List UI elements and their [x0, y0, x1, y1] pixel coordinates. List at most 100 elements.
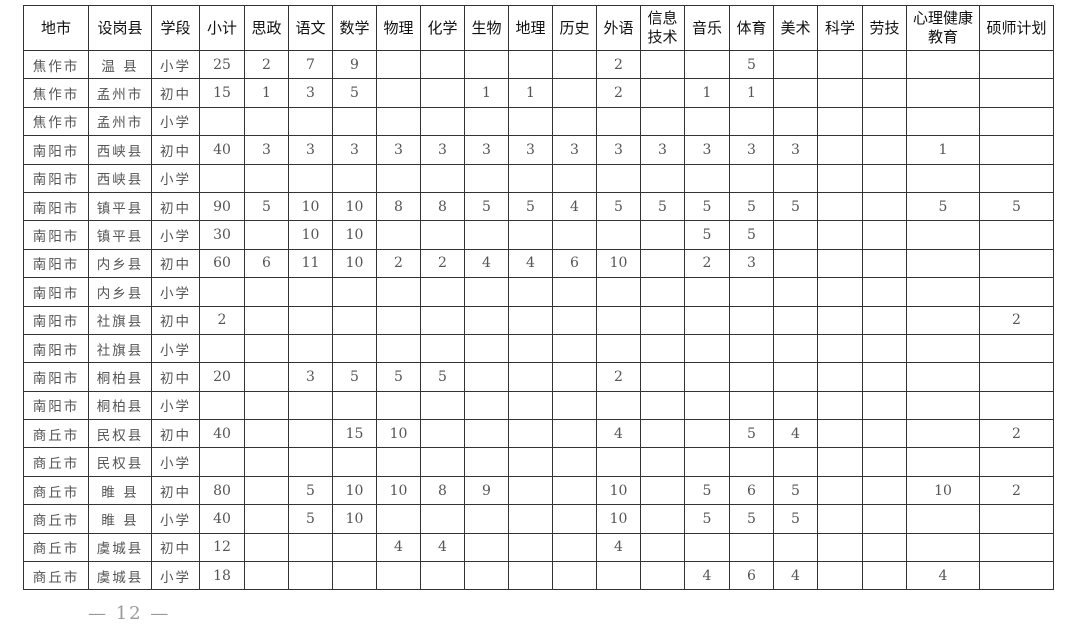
table-cell: 5 — [420, 362, 465, 392]
table-cell: 5 — [729, 191, 774, 222]
table-cell — [906, 106, 980, 137]
table-cell — [773, 333, 818, 364]
table-cell: 小学 — [151, 220, 200, 250]
table-cell — [862, 475, 907, 506]
table-cell — [420, 419, 465, 449]
table-cell: 2 — [376, 248, 421, 279]
table-cell — [420, 220, 465, 250]
table-cell — [684, 305, 730, 335]
teacher-positions-table: 地市 设岗县 学段 小计 思政 语文 数学 物理 化学 生物 地理 历史 外语 信息技术 音乐 体育 美术 科学劳… — [23, 5, 1054, 591]
table-cell: 90 — [199, 191, 245, 222]
table-row: 商丘市 民权县 小学 — [23, 447, 1054, 477]
table-row: 南阳市 镇平县 初中 90 5 10 10 8 8 5 5 4 5 5 5 5 5 5 5 — [23, 191, 1054, 222]
table-cell — [332, 561, 377, 591]
table-cell — [508, 220, 553, 250]
table-cell — [244, 277, 289, 307]
table-cell — [817, 561, 863, 591]
table-row: 焦作市 孟州市 小学 — [23, 106, 1054, 137]
table-cell — [729, 390, 774, 421]
table-cell: 3 — [332, 135, 377, 165]
table-cell — [420, 49, 465, 80]
table-cell — [420, 504, 465, 534]
table-cell: 2 — [199, 305, 245, 335]
table-cell — [508, 447, 553, 477]
table-cell: 5 — [906, 191, 980, 222]
table-row: 焦作市 孟州市 初中 15 1 3 5 1 1 2 1 1 — [23, 78, 1054, 108]
table-cell: 小学 — [151, 49, 200, 80]
table-cell — [640, 475, 685, 506]
table-cell: 桐柏县 — [88, 362, 152, 392]
table-cell — [376, 390, 421, 421]
table-cell: 睢 县 — [88, 475, 152, 506]
table-cell: 6 — [552, 248, 597, 279]
table-cell: 焦作市 — [23, 106, 89, 137]
table-cell: 镇平县 — [88, 220, 152, 250]
table-cell — [464, 333, 509, 364]
table-cell — [640, 362, 685, 392]
table-cell: 4 — [420, 532, 465, 563]
table-cell — [552, 106, 597, 137]
table-cell — [244, 163, 289, 193]
table-cell — [464, 532, 509, 563]
table-cell: 3 — [640, 135, 685, 165]
table-cell — [376, 305, 421, 335]
table-cell: 60 — [199, 248, 245, 279]
table-cell: 西峡县 — [88, 135, 152, 165]
table-cell — [729, 447, 774, 477]
table-cell: 4 — [596, 532, 641, 563]
table-cell — [862, 333, 907, 364]
table-cell — [979, 333, 1054, 364]
table-cell — [288, 561, 333, 591]
table-row: 南阳市 西峡县 小学 — [23, 163, 1054, 193]
table-cell: 5 — [773, 475, 818, 506]
table-cell — [684, 333, 730, 364]
table-cell — [906, 49, 980, 80]
table-cell — [729, 532, 774, 563]
table-cell — [332, 333, 377, 364]
table-cell — [773, 305, 818, 335]
table-cell: 10 — [332, 191, 377, 222]
table-cell: 9 — [464, 475, 509, 506]
table-cell — [596, 305, 641, 335]
table-cell: 初中 — [151, 191, 200, 222]
table-cell — [862, 49, 907, 80]
table-cell — [979, 220, 1054, 250]
table-cell — [640, 390, 685, 421]
table-cell — [817, 504, 863, 534]
table-cell: 8 — [420, 475, 465, 506]
table-cell — [376, 447, 421, 477]
table-cell — [862, 532, 907, 563]
table-cell: 40 — [199, 419, 245, 449]
table-cell — [244, 532, 289, 563]
table-cell — [596, 447, 641, 477]
table-cell: 4 — [552, 191, 597, 222]
table-row: 商丘市 民权县 初中 40 15 10 4 5 4 2 — [23, 419, 1054, 449]
table-cell: 虞城县 — [88, 561, 152, 591]
table-cell: 5 — [376, 362, 421, 392]
table-cell — [862, 78, 907, 108]
table-cell — [552, 333, 597, 364]
table-cell — [862, 248, 907, 279]
table-cell: 1 — [684, 78, 730, 108]
table-cell — [552, 475, 597, 506]
table-cell: 3 — [244, 135, 289, 165]
table-row: 南阳市 镇平县 小学 30 10 10 5 5 — [23, 220, 1054, 250]
table-cell — [244, 390, 289, 421]
table-cell — [199, 447, 245, 477]
table-row: 商丘市 虞城县 初中 12 4 4 4 — [23, 532, 1054, 563]
column-header: 学段 — [151, 5, 200, 51]
table-cell: 2 — [684, 248, 730, 279]
table-cell — [906, 248, 980, 279]
table-row: 商丘市睢 县初中 80 5 10 10 8 9 10 5 6 5 10 2 — [23, 475, 1054, 506]
table-cell: 2 — [596, 78, 641, 108]
table-cell: 初中 — [151, 248, 200, 279]
table-cell — [640, 561, 685, 591]
table-row: 南阳市 桐柏县 小学 — [23, 390, 1054, 421]
table-cell: 40 — [199, 135, 245, 165]
table-cell: 10 — [332, 248, 377, 279]
table-cell: 10 — [332, 220, 377, 250]
table-cell — [773, 248, 818, 279]
table-cell — [979, 390, 1054, 421]
table-row: 南阳市 社旗县 初中 2 2 — [23, 305, 1054, 335]
table-cell: 4 — [508, 248, 553, 279]
